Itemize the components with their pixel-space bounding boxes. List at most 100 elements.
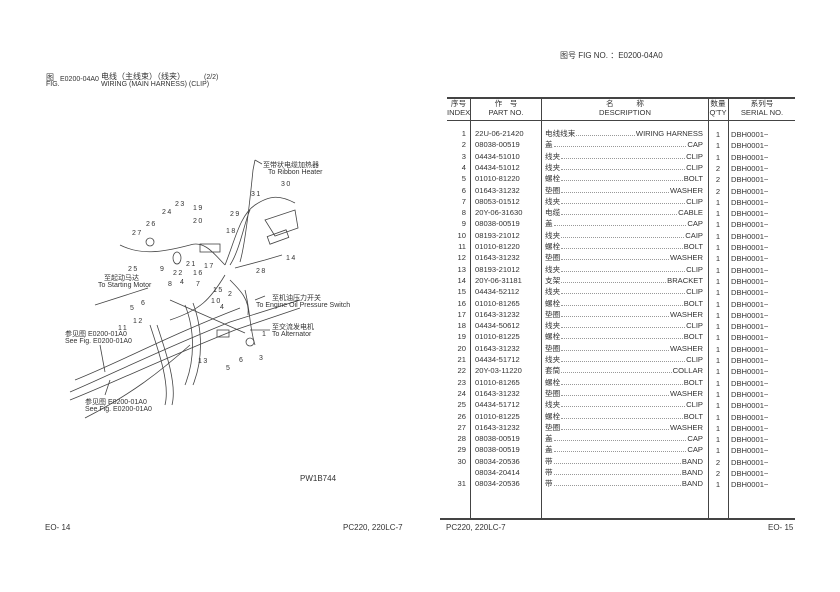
row-index: 10	[457, 230, 466, 240]
row-desc-en: WASHER	[669, 422, 703, 432]
row-description: 带 BAND	[545, 467, 703, 478]
row-description: 垫圈 WASHER	[545, 309, 703, 320]
leader-dots	[553, 456, 681, 464]
row-desc-en: CLIP	[686, 287, 703, 297]
row-serial: DBH0001~	[731, 356, 769, 365]
label-alternator-en: To Alternator	[272, 331, 312, 338]
label-starting-motor-en: To Starting Motor	[98, 282, 152, 289]
row-desc-en: BOLT	[683, 332, 703, 342]
header-index-en: INDEX	[447, 108, 471, 117]
row-index: 22	[457, 366, 466, 376]
fig-label-cn: 图	[46, 73, 54, 82]
row-desc-cn: 线夹	[545, 196, 561, 206]
leader-dots	[561, 411, 683, 419]
row-qty: 1	[715, 299, 721, 309]
row-description: 线夹 CLIP	[545, 151, 703, 162]
label-oil-pressure-cn: 至机油压力开关	[272, 295, 321, 302]
row-index: 2	[461, 140, 466, 150]
row-desc-en: CAP	[687, 219, 703, 229]
sheet-number: (2/2)	[204, 74, 219, 81]
row-desc-cn: 螺栓	[545, 332, 561, 342]
row-description: 套筒 COLLAR	[545, 365, 703, 376]
row-index: 6	[461, 185, 466, 195]
row-part-no: 01010-81220	[475, 174, 520, 184]
row-qty: 1	[715, 254, 721, 264]
row-part-no: 22U-06-21420	[475, 129, 524, 138]
row-serial: DBH0001~	[731, 243, 769, 252]
header-serial-en: SERIAL NO.	[740, 108, 784, 117]
callout-2: 2	[228, 291, 233, 298]
row-qty: 1	[715, 220, 721, 230]
row-description: 垫圈 WASHER	[545, 422, 703, 433]
row-serial: DBH0001~	[731, 141, 769, 151]
row-description: 螺栓 BOLT	[545, 331, 703, 342]
callout-21: 21	[186, 261, 197, 268]
row-description: 盖 CAP	[545, 444, 703, 455]
header-qty: 数量 Q'TY	[708, 99, 728, 117]
row-desc-cn: 线夹	[545, 287, 561, 297]
row-description: 线夹 CLIP	[545, 320, 703, 331]
row-desc-en: WASHER	[669, 388, 703, 398]
callout-11: 11	[118, 325, 128, 332]
row-serial: DBH0001~	[731, 310, 769, 320]
row-serial: DBH0001~	[731, 412, 769, 422]
row-description: 垫圈 WASHER	[545, 343, 703, 354]
leader-dots	[561, 230, 685, 238]
row-qty: 1	[715, 412, 721, 422]
row-qty: 2	[715, 175, 721, 185]
leader-dots	[561, 162, 686, 170]
row-desc-cn: 支架	[545, 275, 561, 285]
row-serial: DBH0001~	[731, 220, 769, 230]
row-index: 31	[457, 479, 466, 489]
row-qty: 1	[715, 276, 721, 286]
row-part-no: 01643-31232	[475, 309, 520, 319]
label-ribbon-heater-cn: 至带状电缆加热器	[263, 162, 319, 169]
callout-28: 28	[256, 268, 267, 275]
leader-dots	[561, 343, 669, 351]
row-qty: 1	[715, 243, 721, 252]
callout-25: 25	[128, 266, 139, 273]
row-serial: DBH0001~	[731, 163, 769, 173]
harness-drawing	[69, 159, 301, 419]
callout-22: 22	[173, 270, 184, 277]
leader-dots	[553, 433, 687, 442]
row-description: 线夹 CLIP	[545, 196, 703, 207]
row-desc-cn: 线夹	[545, 230, 561, 240]
row-index: 4	[461, 162, 466, 172]
header-part-en: PART NO.	[488, 108, 524, 117]
row-desc-cn: 盖	[545, 445, 553, 455]
row-qty: 1	[715, 356, 721, 365]
leader-dots	[561, 241, 683, 249]
row-desc-en: BOLT	[683, 298, 703, 308]
row-qty: 1	[715, 367, 721, 377]
row-serial: DBH0001~	[731, 265, 769, 275]
row-desc-cn: 盖	[545, 219, 553, 229]
callout-4: 4	[220, 304, 225, 311]
row-desc-cn: 线夹	[545, 151, 561, 161]
row-desc-cn: 垫圈	[545, 309, 561, 319]
row-desc-en: BOLT	[683, 377, 703, 387]
row-description: 线夹 CLIP	[545, 399, 703, 410]
row-part-no: 08038-00519	[475, 219, 520, 229]
row-description: 垫圈 WASHER	[545, 185, 703, 196]
row-description: 盖 CAP	[545, 218, 703, 229]
row-desc-cn: 电线线束	[545, 129, 576, 138]
row-index: 17	[457, 309, 466, 319]
row-desc-cn: 线夹	[545, 264, 561, 274]
header-serial: 系列号 SERIAL NO.	[729, 99, 795, 117]
leader-dots	[561, 309, 669, 317]
row-description: 线夹 CLIP	[545, 162, 703, 173]
row-part-no: 08034-20536	[475, 479, 520, 489]
row-index: 5	[461, 174, 466, 184]
row-serial: DBH0001~	[731, 209, 769, 219]
figure-title-en: WIRING (MAIN HARNESS) (CLIP)	[101, 81, 210, 88]
row-desc-en: CLIP	[686, 355, 703, 364]
row-description: 盖 CAP	[545, 433, 703, 444]
row-index: 25	[457, 400, 466, 410]
row-index: 18	[457, 321, 466, 331]
callout-29: 29	[230, 211, 241, 218]
callout-5: 5	[130, 305, 135, 312]
label-see-fig-1-cn: 参见图 E0200-01A0	[65, 331, 127, 338]
fig-number: E0200-04A0	[60, 76, 99, 83]
row-desc-cn: 电缆	[545, 208, 561, 218]
